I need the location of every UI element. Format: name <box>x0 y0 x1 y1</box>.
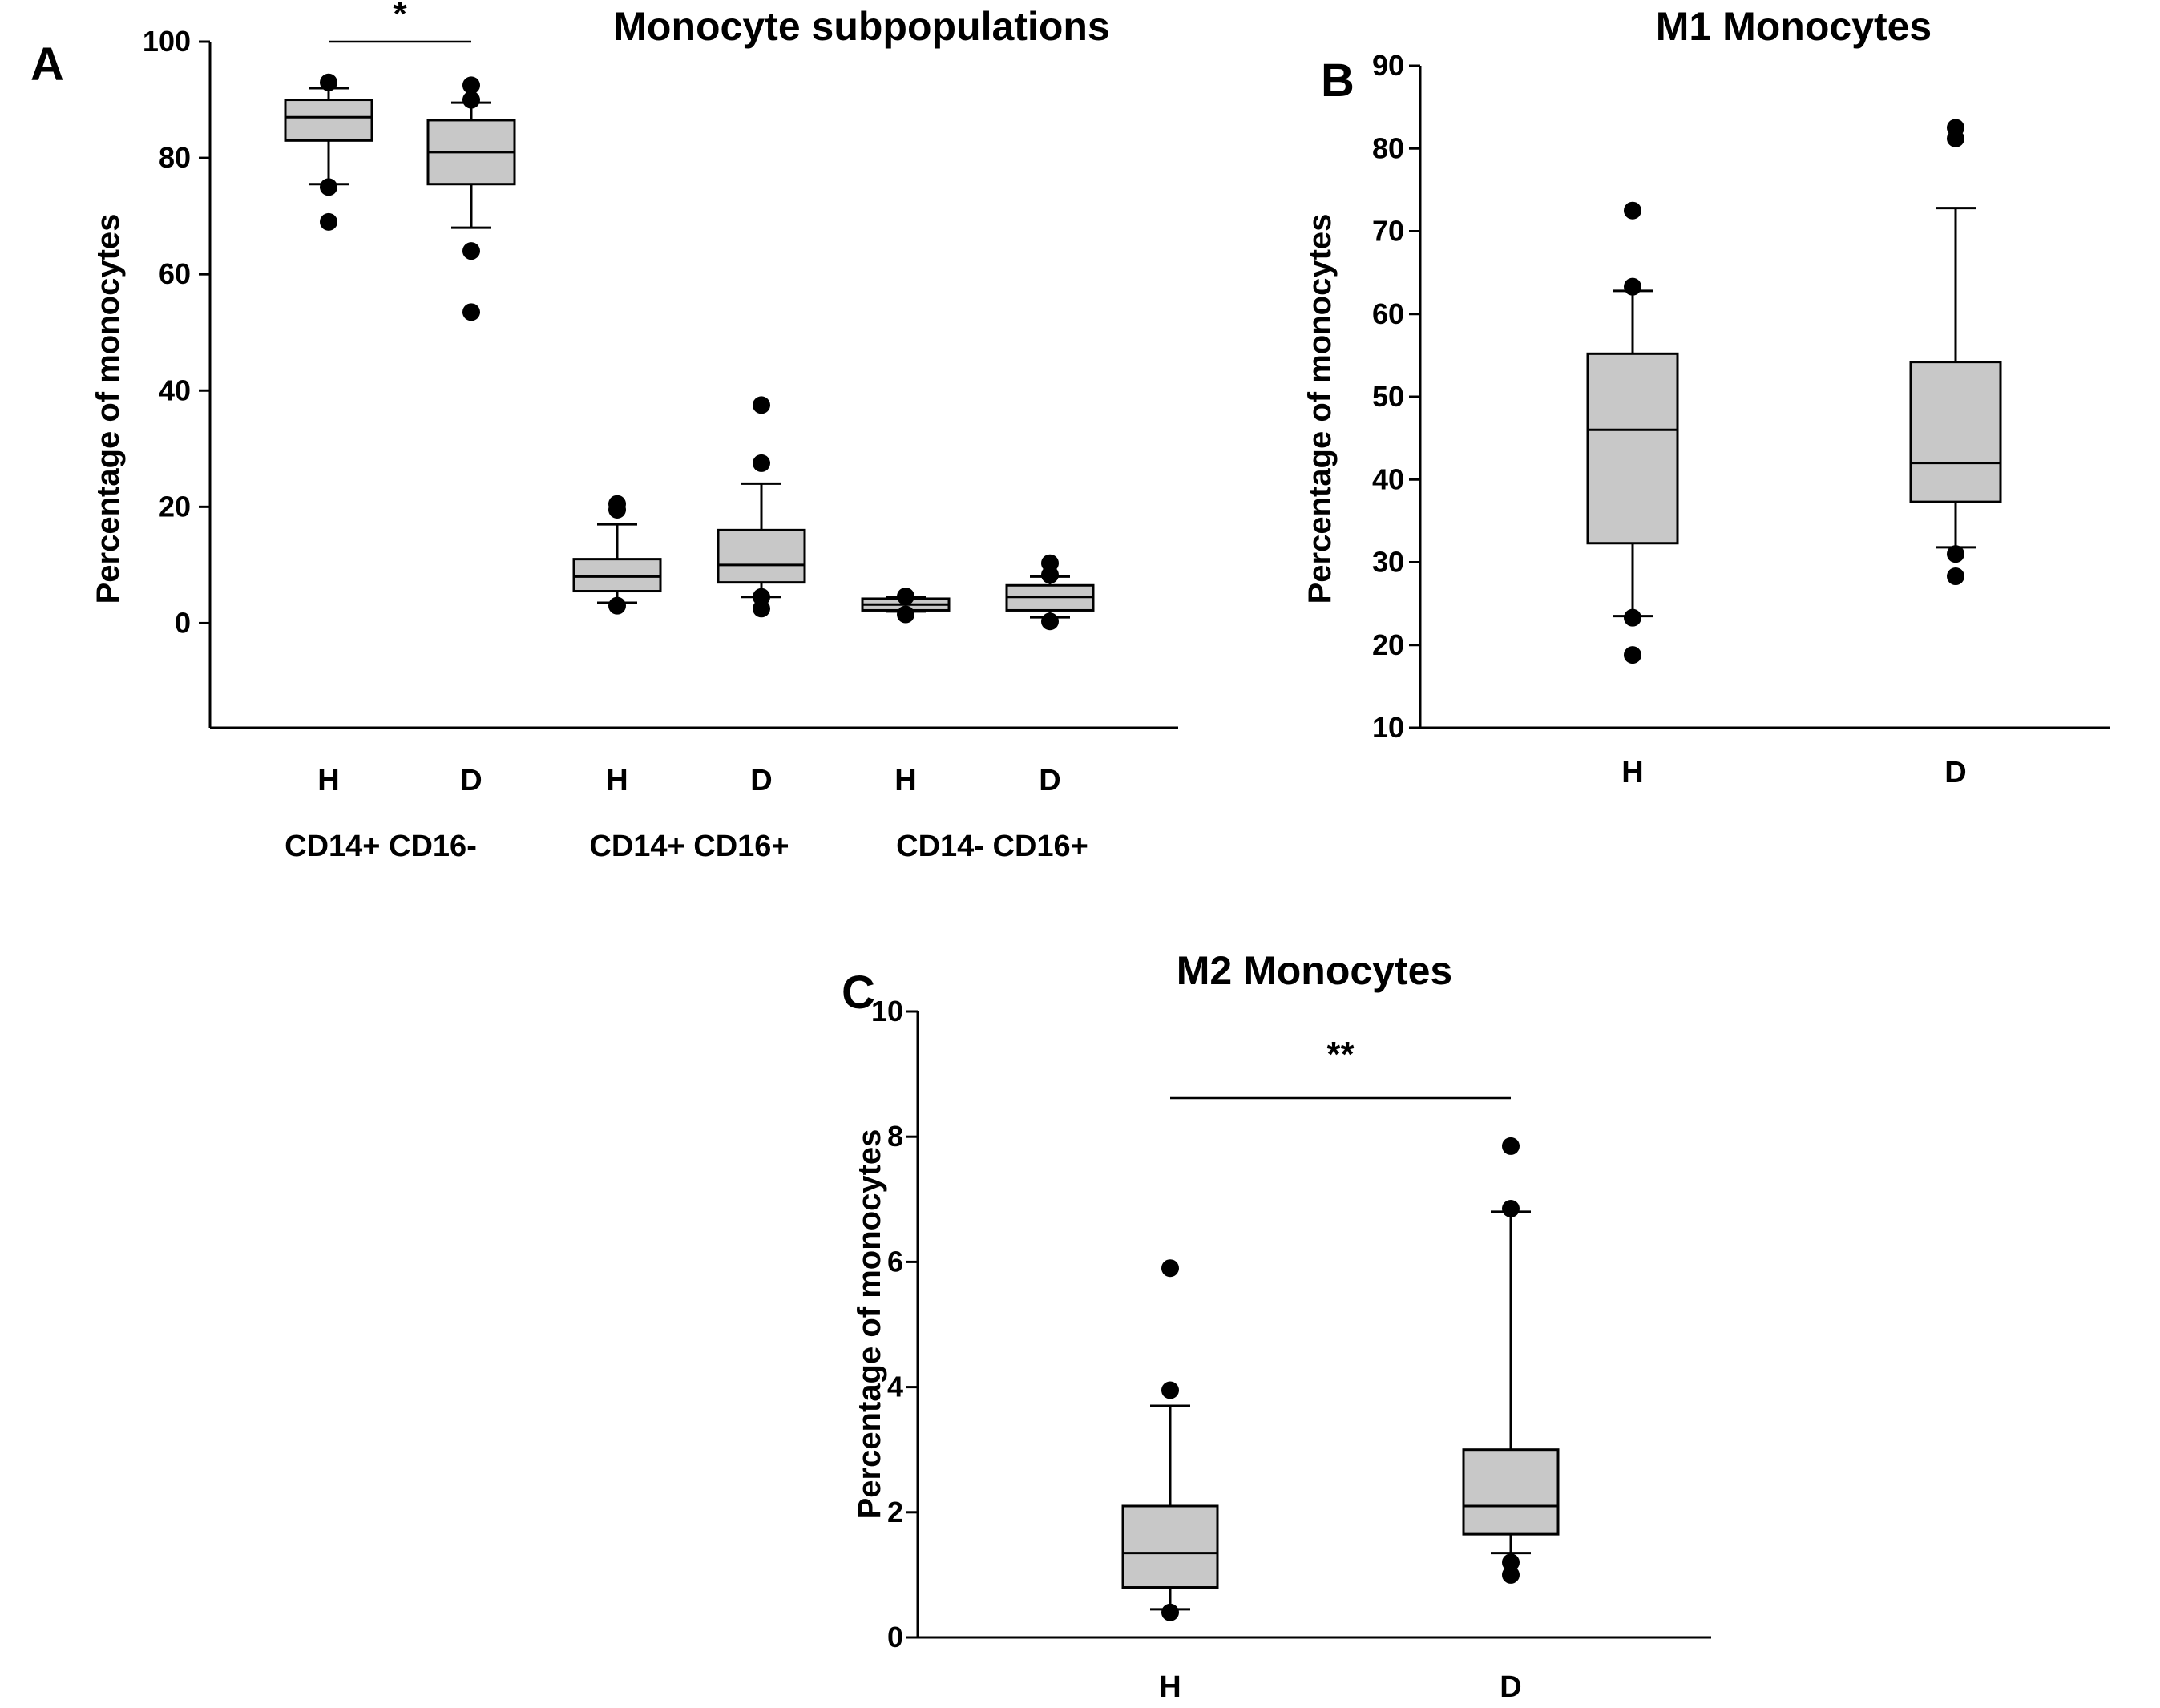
chart-title: M2 Monocytes <box>1177 948 1453 993</box>
y-tick-label: 0 <box>887 1621 903 1653</box>
panel-label: B <box>1321 55 1355 107</box>
box-plot <box>1586 201 1679 664</box>
y-tick-label: 8 <box>887 1120 903 1153</box>
outlier-point <box>320 178 337 196</box>
outlier-point <box>608 500 626 519</box>
outlier-point <box>320 212 337 231</box>
x-category-label: H <box>606 764 628 797</box>
outlier-point <box>462 91 480 109</box>
outlier-point <box>1624 608 1641 627</box>
box-plot <box>284 73 373 231</box>
outlier-point <box>1947 545 1964 563</box>
outlier-point <box>1161 1381 1179 1399</box>
x-category-label: H <box>1621 756 1643 789</box>
group-label: CD14+ CD16+ <box>589 830 789 863</box>
x-category-label: D <box>1500 1670 1521 1704</box>
box <box>1586 352 1679 545</box>
outlier-point <box>608 596 626 615</box>
outlier-point <box>1624 646 1641 664</box>
y-tick-label: 60 <box>159 257 191 290</box>
outlier-point <box>1502 1553 1520 1572</box>
outlier-point <box>897 588 914 606</box>
chart-title: Monocyte subpopulations <box>613 4 1109 49</box>
y-tick-label: 40 <box>1372 462 1404 495</box>
panel-label: A <box>30 38 64 91</box>
group-label: CD14+ CD16- <box>285 830 477 863</box>
outlier-point <box>1041 566 1059 584</box>
box <box>1462 1448 1560 1536</box>
outlier-point <box>753 454 770 472</box>
group-label: CD14- CD16+ <box>896 830 1088 863</box>
y-tick-label: 20 <box>159 490 191 523</box>
outlier-point <box>1624 277 1641 296</box>
box-plot <box>1909 119 2002 586</box>
box <box>572 558 662 593</box>
y-tick-label: 80 <box>159 141 191 174</box>
box-plot <box>1121 1259 1219 1621</box>
significance-label: ** <box>1326 1035 1355 1074</box>
outlier-point <box>1502 1200 1520 1218</box>
y-tick-label: 10 <box>871 995 903 1028</box>
x-category-label: D <box>460 764 482 797</box>
y-tick-label: 0 <box>175 606 191 639</box>
outlier-point <box>462 76 480 95</box>
y-tick-label: 40 <box>159 373 191 406</box>
y-tick-label: 6 <box>887 1245 903 1278</box>
y-tick-label: 80 <box>1372 131 1404 164</box>
box <box>1121 1504 1219 1589</box>
outlier-point <box>1947 129 1964 147</box>
x-category-label: D <box>1944 756 1966 789</box>
outlier-point <box>1161 1603 1179 1621</box>
y-axis-label: Percentage of monocytes <box>852 1129 887 1520</box>
outlier-point <box>1161 1259 1179 1278</box>
x-category-label: H <box>317 764 339 797</box>
outlier-point <box>1624 201 1641 220</box>
y-tick-label: 100 <box>143 25 191 58</box>
box-plot <box>426 76 516 321</box>
panel-label: C <box>842 967 875 1019</box>
x-category-label: H <box>1159 1670 1181 1704</box>
x-category-label: H <box>894 764 916 797</box>
box <box>717 528 806 584</box>
box-plot <box>1462 1137 1560 1584</box>
y-tick-label: 50 <box>1372 380 1404 413</box>
outlier-point <box>320 73 337 91</box>
outlier-point <box>1502 1565 1520 1584</box>
box <box>1909 361 2002 503</box>
outlier-point <box>1947 567 1964 586</box>
y-tick-label: 10 <box>1372 711 1404 744</box>
y-axis-label: Percentage of monocytes <box>91 214 126 604</box>
outlier-point <box>753 396 770 414</box>
box <box>284 99 373 142</box>
outlier-point <box>462 242 480 260</box>
outlier-point <box>753 600 770 618</box>
outlier-point <box>462 303 480 321</box>
outlier-point <box>1041 612 1059 631</box>
x-category-label: D <box>750 764 772 797</box>
y-tick-label: 60 <box>1372 297 1404 330</box>
outlier-point <box>897 605 914 624</box>
box-plot <box>1005 554 1095 631</box>
box-plot <box>861 588 951 624</box>
y-tick-label: 2 <box>887 1496 903 1528</box>
y-tick-label: 90 <box>1372 49 1404 82</box>
y-tick-label: 30 <box>1372 546 1404 579</box>
box-plot <box>717 396 806 618</box>
y-tick-label: 70 <box>1372 215 1404 248</box>
significance-label: * <box>393 0 407 34</box>
chart-title: M1 Monocytes <box>1656 4 1932 49</box>
y-tick-label: 4 <box>887 1371 903 1403</box>
y-axis-label: Percentage of monocytes <box>1302 214 1338 604</box>
outlier-point <box>1502 1137 1520 1155</box>
box-plot <box>572 495 662 615</box>
x-category-label: D <box>1039 764 1060 797</box>
y-tick-label: 20 <box>1372 628 1404 661</box>
